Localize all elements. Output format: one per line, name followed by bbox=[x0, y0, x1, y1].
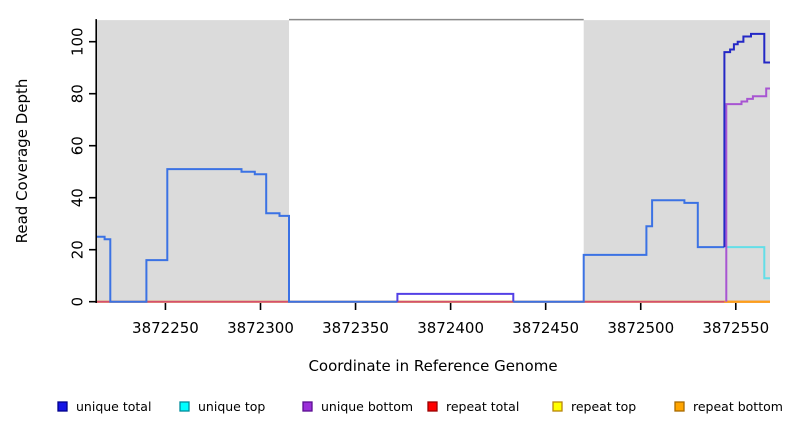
legend-swatch-unique-top bbox=[179, 401, 190, 412]
x-tick-label: 3872500 bbox=[607, 319, 674, 337]
y-tick-label: 40 bbox=[69, 188, 87, 207]
legend-item-unique-top: unique top bbox=[179, 399, 265, 414]
y-tick-label: 20 bbox=[69, 240, 87, 259]
y-axis-label: Read Coverage Depth bbox=[13, 79, 31, 244]
legend-label: repeat total bbox=[446, 399, 519, 414]
shaded-regions bbox=[97, 20, 770, 303]
series-line-unique-top bbox=[726, 246, 770, 280]
legend-label: unique bottom bbox=[321, 399, 413, 414]
x-tick-label: 3872550 bbox=[702, 319, 769, 337]
y-tick-label: 0 bbox=[69, 297, 87, 307]
legend-item-unique-bottom: unique bottom bbox=[302, 399, 413, 414]
legend-swatch-unique-total bbox=[57, 401, 68, 412]
legend-swatch-unique-bottom bbox=[302, 401, 313, 412]
legend-label: repeat top bbox=[571, 399, 636, 414]
x-tick-label: 3872250 bbox=[132, 319, 199, 337]
legend-item-unique-total: unique total bbox=[57, 399, 151, 414]
y-tick-labels: 0 20 40 60 80 100 bbox=[69, 27, 87, 306]
coverage-series-lines bbox=[97, 32, 770, 303]
series-line-unique-total bbox=[723, 32, 770, 248]
legend-swatch-repeat-bottom bbox=[674, 401, 685, 412]
series-line-unique-total bbox=[97, 168, 398, 303]
series-line-unique-total bbox=[396, 292, 515, 302]
x-tick-labels: 3872250 3872300 3872350 3872400 3872450 38725… bbox=[132, 319, 769, 337]
legend-label: repeat bottom bbox=[693, 399, 783, 414]
series-line-unique-total bbox=[513, 199, 725, 303]
y-tick-label: 100 bbox=[69, 27, 87, 56]
series-line-unique-bottom bbox=[725, 87, 770, 302]
legend-item-repeat-bottom: repeat bottom bbox=[674, 399, 783, 414]
legend-item-repeat-total: repeat total bbox=[427, 399, 519, 414]
x-axis-label: Coordinate in Reference Genome bbox=[308, 357, 557, 375]
legend-label: unique top bbox=[198, 399, 265, 414]
legend-label: unique total bbox=[76, 399, 151, 414]
legend-swatch-repeat-total bbox=[427, 401, 438, 412]
legend: unique total unique top unique bottom repea… bbox=[57, 399, 783, 414]
axes bbox=[89, 19, 737, 310]
legend-swatch-repeat-top bbox=[552, 401, 563, 412]
shaded-region bbox=[97, 20, 290, 303]
y-tick-label: 60 bbox=[69, 136, 87, 155]
x-tick-label: 3872450 bbox=[512, 319, 579, 337]
x-tick-label: 3872400 bbox=[417, 319, 484, 337]
shaded-region bbox=[583, 20, 770, 303]
legend-item-repeat-top: repeat top bbox=[552, 399, 636, 414]
x-tick-label: 3872350 bbox=[322, 319, 389, 337]
x-tick-label: 3872300 bbox=[227, 319, 294, 337]
y-tick-label: 80 bbox=[69, 84, 87, 103]
